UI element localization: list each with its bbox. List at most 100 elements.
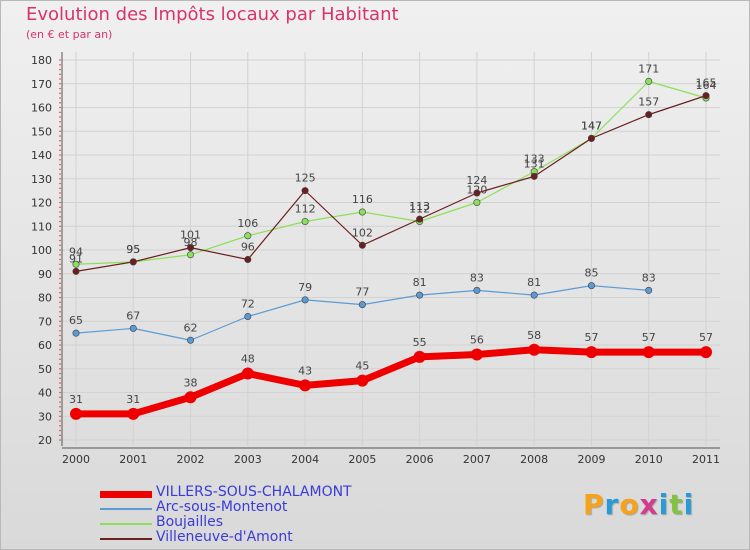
y-tick-label: 80	[38, 292, 52, 305]
y-minor-tick	[59, 177, 61, 180]
y-minor-tick	[59, 59, 61, 61]
data-point	[301, 187, 309, 195]
y-tick-label: 60	[38, 339, 52, 352]
y-minor-tick	[59, 182, 61, 185]
data-point	[72, 329, 80, 337]
y-minor-tick	[59, 310, 61, 313]
data-point	[187, 244, 195, 252]
y-tick-label: 100	[31, 244, 52, 257]
x-tick-label: 2007	[463, 453, 491, 466]
x-tick-label: 2000	[62, 453, 90, 466]
data-point	[244, 232, 252, 240]
y-minor-tick	[59, 206, 61, 209]
y-minor-tick	[59, 325, 61, 327]
y-minor-tick	[59, 201, 61, 204]
data-label: 38	[184, 376, 198, 389]
data-point	[356, 374, 369, 387]
data-label: 72	[241, 298, 255, 311]
data-label: 112	[295, 203, 316, 216]
data-point	[129, 258, 137, 266]
y-minor-tick	[59, 249, 61, 251]
y-minor-tick	[59, 130, 61, 133]
data-point	[127, 407, 140, 420]
data-point	[473, 189, 481, 197]
data-point	[700, 346, 712, 359]
data-point	[358, 301, 366, 309]
series-line	[75, 80, 707, 265]
y-minor-tick	[59, 73, 61, 76]
data-point	[585, 346, 598, 359]
x-tick-label: 2008	[520, 453, 548, 466]
data-label: 112	[409, 203, 430, 216]
y-minor-tick	[59, 363, 61, 365]
data-label: 31	[126, 393, 140, 406]
y-minor-tick	[59, 420, 61, 422]
y-minor-tick	[59, 424, 61, 427]
data-point	[301, 218, 309, 226]
data-label: 96	[241, 241, 255, 254]
y-minor-tick	[59, 139, 61, 142]
y-minor-tick	[59, 111, 61, 114]
data-label: 106	[237, 217, 258, 230]
data-point	[416, 291, 424, 299]
y-minor-tick	[59, 434, 61, 437]
y-minor-tick	[59, 282, 61, 285]
data-label: 113	[409, 200, 430, 213]
y-minor-tick	[59, 268, 61, 270]
y-minor-tick	[59, 382, 61, 384]
data-point	[642, 346, 655, 359]
data-point	[645, 111, 653, 119]
y-minor-tick	[59, 344, 61, 346]
y-minor-tick	[59, 329, 61, 332]
data-point	[70, 407, 82, 420]
y-tick-label: 150	[31, 125, 52, 138]
legend-swatch	[100, 538, 152, 540]
y-minor-tick	[59, 192, 61, 194]
y-minor-tick	[59, 353, 61, 356]
y-minor-tick	[59, 244, 61, 247]
x-tick-label: 2009	[577, 453, 605, 466]
data-point	[413, 350, 426, 363]
data-label: 56	[470, 334, 484, 347]
data-label: 171	[638, 62, 659, 75]
data-point	[530, 291, 538, 299]
y-minor-tick	[59, 386, 61, 389]
data-label: 124	[466, 174, 487, 187]
y-minor-tick	[59, 196, 61, 199]
y-minor-tick	[59, 144, 61, 147]
y-minor-tick	[59, 291, 61, 294]
y-minor-tick	[59, 63, 61, 66]
y-minor-tick	[59, 401, 61, 403]
data-label: 77	[355, 286, 369, 299]
data-point	[358, 208, 366, 216]
y-minor-tick	[59, 391, 61, 394]
x-tick-label: 2001	[119, 453, 147, 466]
y-minor-tick	[59, 258, 61, 261]
data-label: 55	[413, 336, 427, 349]
data-label: 79	[298, 281, 312, 294]
y-minor-tick	[59, 230, 61, 232]
y-tick-label: 50	[38, 363, 52, 376]
y-minor-tick	[59, 396, 61, 399]
x-tick-label: 2005	[348, 453, 376, 466]
legend-swatch	[100, 508, 152, 510]
y-minor-tick	[59, 348, 61, 351]
logo-letter: i	[658, 488, 670, 521]
data-label: 83	[642, 271, 656, 284]
y-tick-label: 180	[31, 54, 52, 67]
data-label: 81	[527, 276, 541, 289]
data-point	[530, 172, 538, 180]
data-point	[244, 255, 252, 263]
logo-letter: o	[619, 488, 640, 521]
data-point	[72, 267, 80, 275]
y-minor-tick	[59, 415, 61, 418]
data-label: 31	[69, 393, 83, 406]
y-minor-tick	[59, 135, 61, 137]
data-label: 165	[696, 77, 717, 90]
legend-swatch	[100, 490, 152, 498]
y-minor-tick	[59, 296, 61, 299]
y-minor-tick	[59, 239, 61, 242]
data-label: 48	[241, 353, 255, 366]
y-minor-tick	[59, 154, 61, 156]
x-tick-label: 2010	[635, 453, 663, 466]
